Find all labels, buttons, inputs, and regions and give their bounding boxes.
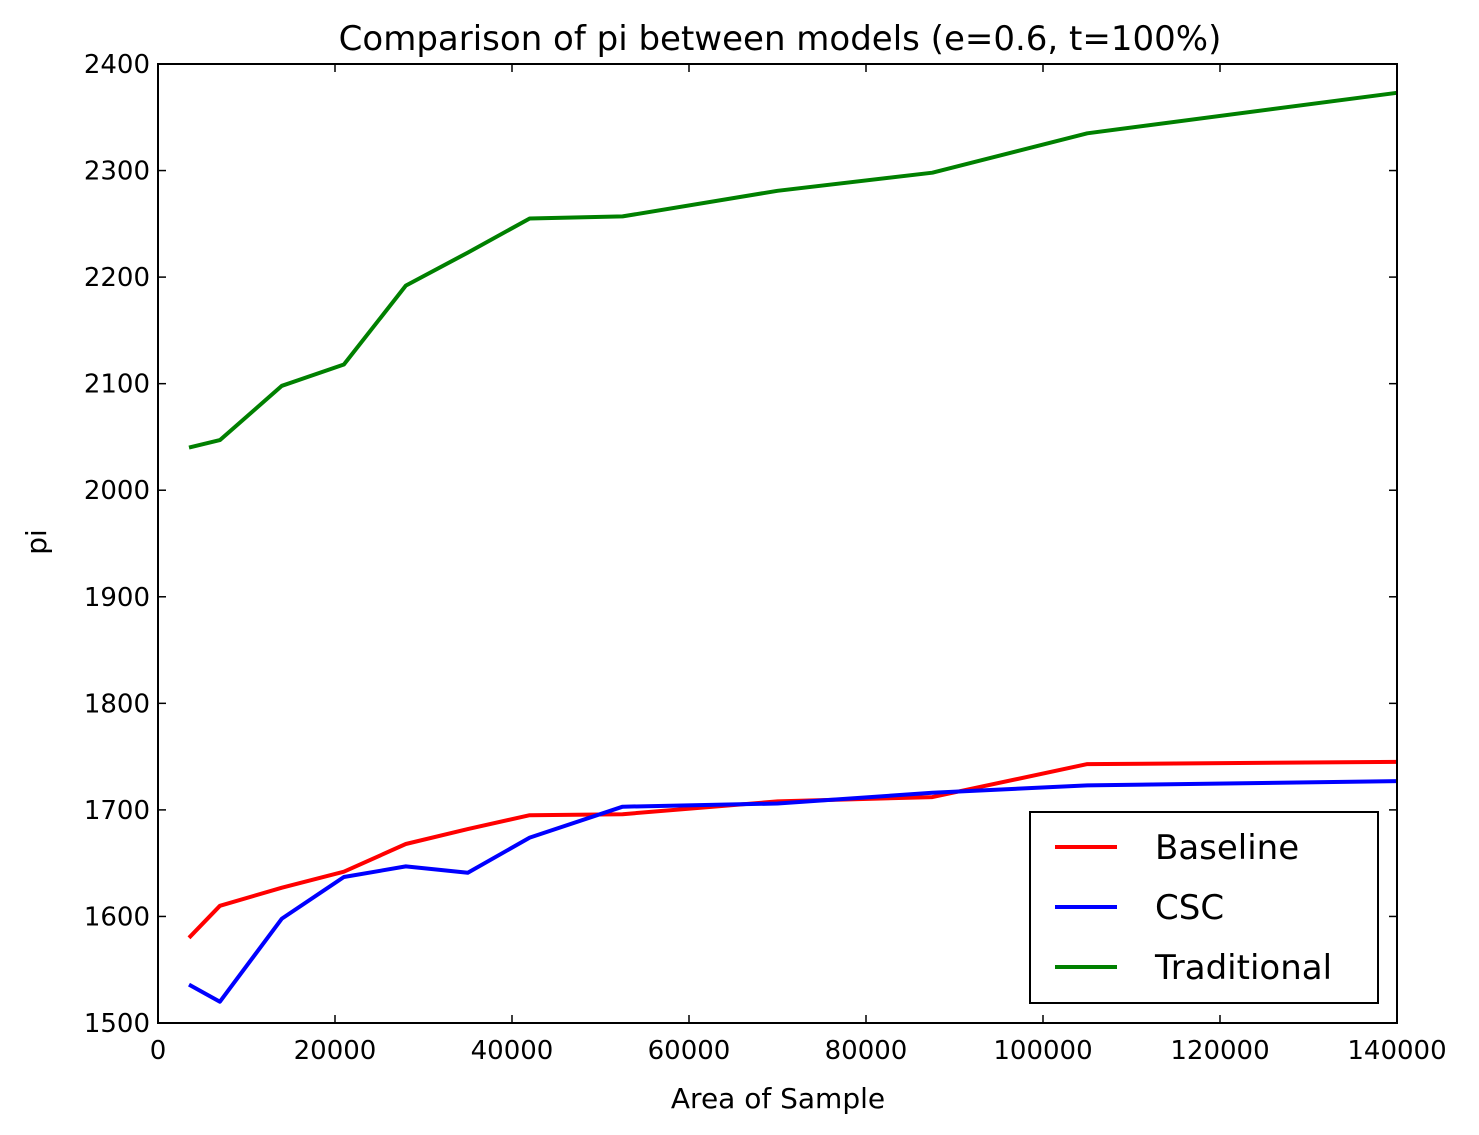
y-tick-label: 1500 [84,1009,150,1039]
legend-label-traditional: Traditional [1154,948,1332,988]
y-tick-label: 2100 [84,370,150,400]
plot-area: 0 20000 40000 60000 80000 100000 120000 140000 1… [84,50,1447,1066]
series-line-traditional [188,90,1398,450]
x-tick-label: 100000 [993,1036,1092,1066]
y-tick-label: 1900 [84,583,150,613]
x-tick-label: 60000 [648,1036,731,1066]
y-tick-label: 1600 [84,902,150,932]
legend-label-baseline: Baseline [1155,828,1299,868]
legend: Baseline CSC Traditional [1029,811,1379,1004]
plot-frame [157,63,1398,1024]
x-tick-label: 140000 [1347,1036,1446,1066]
y-tick-label: 1700 [84,796,150,826]
legend-label-csc: CSC [1155,888,1224,928]
x-axis-label: Area of Sample [671,1082,885,1115]
y-axis-label: pi [20,529,53,555]
x-tick-label: 40000 [471,1036,554,1066]
y-tick-label: 2200 [84,263,150,293]
x-tick-label: 0 [150,1036,167,1066]
y-tick-label: 1800 [84,689,150,719]
y-tick-label: 2400 [84,50,150,80]
x-tick-label: 120000 [1170,1036,1269,1066]
chart-title: Comparison of pi between models (e=0.6, … [339,19,1222,59]
y-tick-label: 2000 [84,476,150,506]
y-tick-label: 2300 [84,157,150,187]
x-tick-label: 20000 [294,1036,377,1066]
x-tick-label: 80000 [825,1036,908,1066]
series-line-csc [188,779,1398,1004]
